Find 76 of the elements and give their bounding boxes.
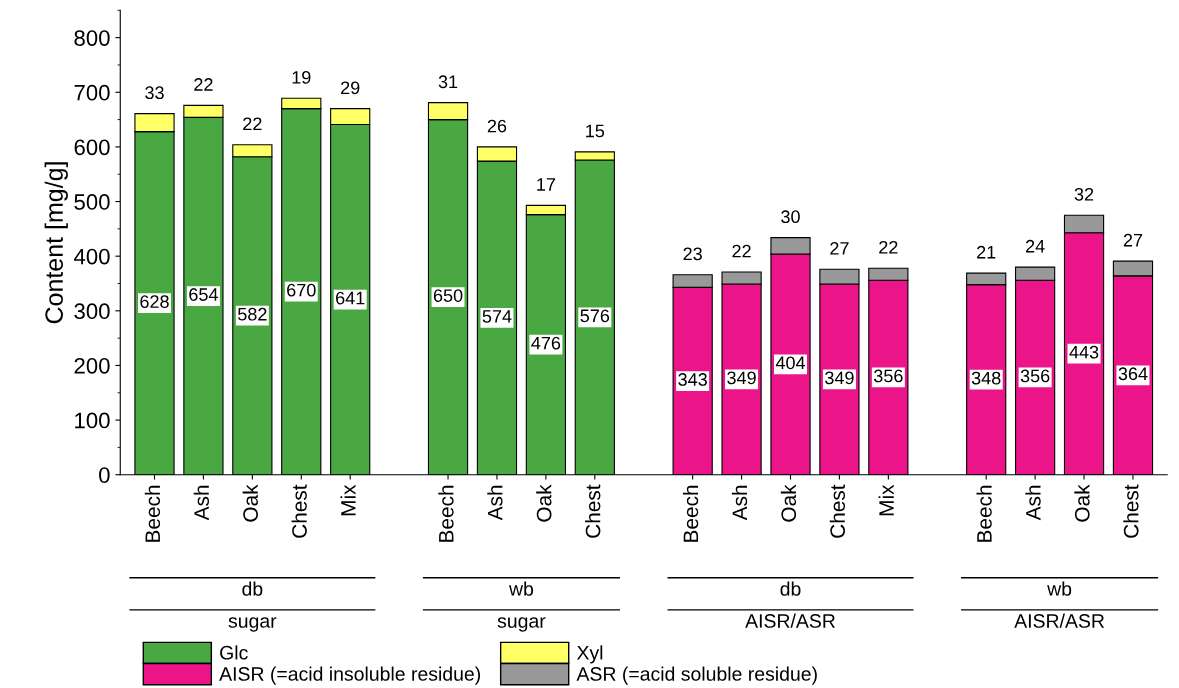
data-label: 24 xyxy=(1025,239,1045,253)
x-tick-label: Ash xyxy=(193,485,210,521)
data-label: 654 xyxy=(189,288,218,301)
data-label: 27 xyxy=(1123,233,1143,247)
x-tick-label: Ash xyxy=(1025,485,1041,521)
y-tick-label: 800 xyxy=(74,30,110,46)
x-tick-label: Beech xyxy=(438,485,454,542)
y-tick-label: 100 xyxy=(75,412,110,429)
x-tick-label: Oak xyxy=(536,484,552,522)
data-label: 356 xyxy=(1020,369,1050,383)
x-tick-label: Chest xyxy=(585,484,601,538)
y-tick-label: 700 xyxy=(74,84,110,101)
x-tick-label: Oak xyxy=(780,484,797,522)
data-label: 356 xyxy=(873,369,903,383)
data-label: 650 xyxy=(433,289,463,302)
data-label: 29 xyxy=(341,81,360,95)
data-label: 33 xyxy=(145,86,164,100)
x-tick-label: Beech xyxy=(144,485,161,542)
data-label: 22 xyxy=(243,117,262,131)
data-label: 21 xyxy=(977,245,996,259)
data-label: 582 xyxy=(238,307,267,321)
x-tick-label: Mix xyxy=(340,484,356,516)
data-label: 443 xyxy=(1069,345,1099,359)
data-label: 23 xyxy=(683,247,702,261)
x-tick-label: Chest xyxy=(829,484,846,538)
data-label: 19 xyxy=(292,71,311,84)
text: sugar xyxy=(497,617,546,632)
x-tick-label: Ash xyxy=(487,485,503,521)
data-label: 628 xyxy=(140,295,169,309)
legend-label: Glc xyxy=(220,645,248,660)
data-label: 27 xyxy=(830,242,849,255)
data-label: 404 xyxy=(775,356,806,370)
data-label: 31 xyxy=(438,75,458,89)
text: wb xyxy=(508,581,534,596)
text: db xyxy=(242,581,263,596)
data-label: 576 xyxy=(580,309,610,323)
data-label: 349 xyxy=(825,371,854,385)
x-tick-label: Beech xyxy=(682,485,699,542)
x-tick-label: Beech xyxy=(976,485,992,542)
y-tick-label: 300 xyxy=(74,303,110,320)
legend-label: AISR (=acid insoluble residue) xyxy=(219,666,481,685)
x-tick-label: Oak xyxy=(1074,484,1090,522)
data-label: 476 xyxy=(531,336,561,350)
legend-label: ASR (=acid soluble residue) xyxy=(576,666,817,685)
data-label: 15 xyxy=(586,124,605,138)
y-tick-label: 600 xyxy=(74,139,110,156)
data-label: 349 xyxy=(727,371,756,385)
x-tick-label: Chest xyxy=(1123,484,1139,538)
data-label: 30 xyxy=(781,210,800,224)
data-label: 26 xyxy=(487,119,507,133)
data-label: 348 xyxy=(971,371,1001,385)
data-label: 343 xyxy=(678,373,707,386)
legend-label: Xyl xyxy=(576,645,603,664)
y-tick-label: 200 xyxy=(74,357,110,374)
data-label: 670 xyxy=(287,283,316,297)
data-label: 32 xyxy=(1074,187,1094,201)
y-tick-label: 500 xyxy=(74,194,110,210)
data-label: 641 xyxy=(336,291,365,305)
x-tick-label: Oak xyxy=(242,484,258,522)
text: wb xyxy=(1047,581,1072,596)
y-tick-label: 0 xyxy=(99,467,110,483)
data-label: 17 xyxy=(537,178,556,191)
data-label: 22 xyxy=(879,240,898,254)
x-tick-label: Chest xyxy=(291,484,307,538)
data-label: 364 xyxy=(1118,367,1148,381)
x-tick-label: Ash xyxy=(731,485,748,521)
data-label: 22 xyxy=(194,78,213,91)
y-axis-title: Content [mg/g] xyxy=(44,162,68,324)
data-label: 574 xyxy=(482,310,512,323)
text: db xyxy=(780,581,801,596)
text: AISR/ASR xyxy=(745,613,835,628)
text: AISR/ASR xyxy=(1014,613,1105,628)
text: sugar xyxy=(228,617,277,632)
data-label: 22 xyxy=(732,244,751,258)
x-tick-label: Mix xyxy=(878,484,894,516)
y-tick-label: 400 xyxy=(73,248,110,265)
